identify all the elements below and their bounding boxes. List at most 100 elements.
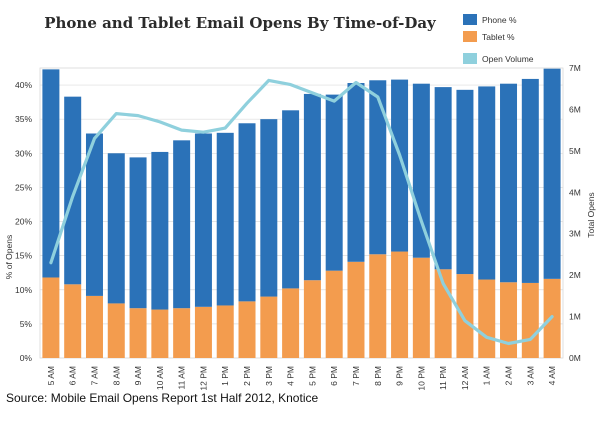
phone-bar — [173, 140, 191, 309]
tablet-bar — [238, 301, 256, 358]
y2-tick-label: 7M — [569, 63, 581, 73]
x-tick-label: 3 PM — [264, 366, 274, 386]
phone-bar — [434, 87, 452, 270]
x-tick-label: 12 AM — [460, 366, 470, 390]
tablet-bar — [85, 295, 103, 358]
tablet-bar — [173, 308, 191, 358]
chart-title: Phone and Tablet Email Opens By Time-of-… — [44, 14, 437, 32]
y2-tick-label: 0M — [569, 353, 581, 363]
y-tick-label: 25% — [15, 182, 32, 192]
y-tick-label: 5% — [20, 319, 33, 329]
phone-bar — [129, 157, 147, 309]
legend-label-tablet: Tablet % — [482, 32, 515, 42]
tablet-bar — [107, 303, 125, 358]
tablet-bar — [456, 274, 474, 358]
phone-bar — [194, 133, 212, 307]
y-tick-label: 15% — [15, 251, 32, 261]
tablet-bar — [347, 261, 365, 358]
phone-bar — [456, 89, 474, 275]
x-tick-label: 7 PM — [351, 366, 361, 386]
x-tick-label: 1 PM — [220, 366, 230, 386]
x-tick-label: 6 AM — [68, 366, 78, 385]
tablet-bar — [151, 309, 169, 358]
phone-bar — [216, 132, 234, 306]
bars — [42, 68, 561, 358]
y2-tick-label: 2M — [569, 270, 581, 280]
x-tick-label: 10 PM — [416, 366, 426, 391]
y-tick-label: 20% — [15, 217, 32, 227]
y2-tick-label: 4M — [569, 187, 581, 197]
phone-bar — [85, 133, 103, 296]
x-tick-label: 7 AM — [89, 366, 99, 385]
phone-bar — [391, 79, 409, 252]
y-tick-label: 35% — [15, 114, 32, 124]
tablet-bar — [412, 257, 430, 358]
tablet-bar — [216, 305, 234, 358]
phone-bar — [478, 86, 496, 280]
open-volume-line — [49, 78, 554, 346]
x-tick-label: 1 AM — [482, 366, 492, 385]
y2-tick-label: 6M — [569, 104, 581, 114]
tablet-bar — [42, 277, 60, 358]
x-tick-label: 5 PM — [307, 366, 317, 386]
x-tick-label: 4 AM — [547, 366, 557, 385]
y2-tick-label: 3M — [569, 229, 581, 239]
phone-bar — [151, 151, 169, 310]
tablet-bar — [478, 279, 496, 358]
axes: 0% 5% 10% 15% 20% 25% 30% 35% 40% 0M 1M 2M 3M 4M 5M 6M 7… — [15, 63, 581, 391]
legend-label-volume: Open Volume — [482, 54, 534, 64]
x-tick-label: 9 PM — [395, 366, 405, 386]
phone-bar — [282, 110, 300, 289]
phone-bar — [260, 119, 278, 297]
x-tick-label: 2 AM — [504, 366, 514, 385]
legend-label-phone: Phone % — [482, 15, 517, 25]
x-tick-label: 8 AM — [111, 366, 121, 385]
source-note: Source: Mobile Email Opens Report 1st Ha… — [6, 391, 319, 405]
x-tick-label: 3 AM — [525, 366, 535, 385]
legend-swatch-tablet — [463, 31, 477, 42]
tablet-bar — [500, 282, 518, 358]
tablet-bar — [64, 284, 82, 358]
tablet-bar — [194, 306, 212, 358]
y2-tick-label: 5M — [569, 146, 581, 156]
open-volume-series-line — [49, 78, 554, 346]
phone-bar — [369, 80, 387, 255]
y2-tick-label: 1M — [569, 312, 581, 322]
phone-bar — [521, 78, 539, 283]
phone-bar — [238, 123, 256, 302]
tablet-bar — [303, 280, 321, 358]
tablet-bar — [282, 288, 300, 358]
x-tick-label: 10 AM — [155, 366, 165, 390]
grid — [39, 67, 564, 359]
tablet-bar — [325, 270, 343, 358]
phone-bar — [42, 69, 60, 278]
x-tick-label: 12 PM — [198, 366, 208, 391]
legend: Phone % Tablet % Open Volume — [463, 14, 534, 64]
x-tick-label: 5 AM — [46, 366, 56, 385]
x-tick-label: 11 AM — [177, 366, 187, 389]
legend-swatch-phone — [463, 14, 477, 25]
x-tick-label: 6 PM — [329, 366, 339, 386]
y-tick-label: 40% — [15, 80, 32, 90]
x-tick-label: 4 PM — [286, 366, 296, 386]
tablet-bar — [521, 282, 539, 358]
legend-swatch-volume — [463, 53, 477, 64]
phone-bar — [64, 96, 82, 285]
x-tick-label: 8 PM — [373, 366, 383, 386]
phone-bar — [347, 83, 365, 262]
tablet-bar — [129, 308, 147, 358]
x-tick-label: 11 PM — [438, 366, 448, 390]
y-axis-title: % of Opens — [4, 235, 14, 279]
y-tick-label: 30% — [15, 148, 32, 158]
phone-bar — [107, 153, 125, 304]
tablet-bar — [391, 251, 409, 358]
phone-bar — [325, 94, 343, 271]
y-tick-label: 0% — [20, 353, 33, 363]
y2-axis-title: Total Opens — [586, 192, 596, 237]
phone-bar — [500, 83, 518, 283]
phone-bar — [543, 68, 561, 279]
tablet-bar — [369, 254, 387, 358]
tablet-bar — [260, 296, 278, 358]
y-tick-label: 10% — [15, 285, 32, 295]
